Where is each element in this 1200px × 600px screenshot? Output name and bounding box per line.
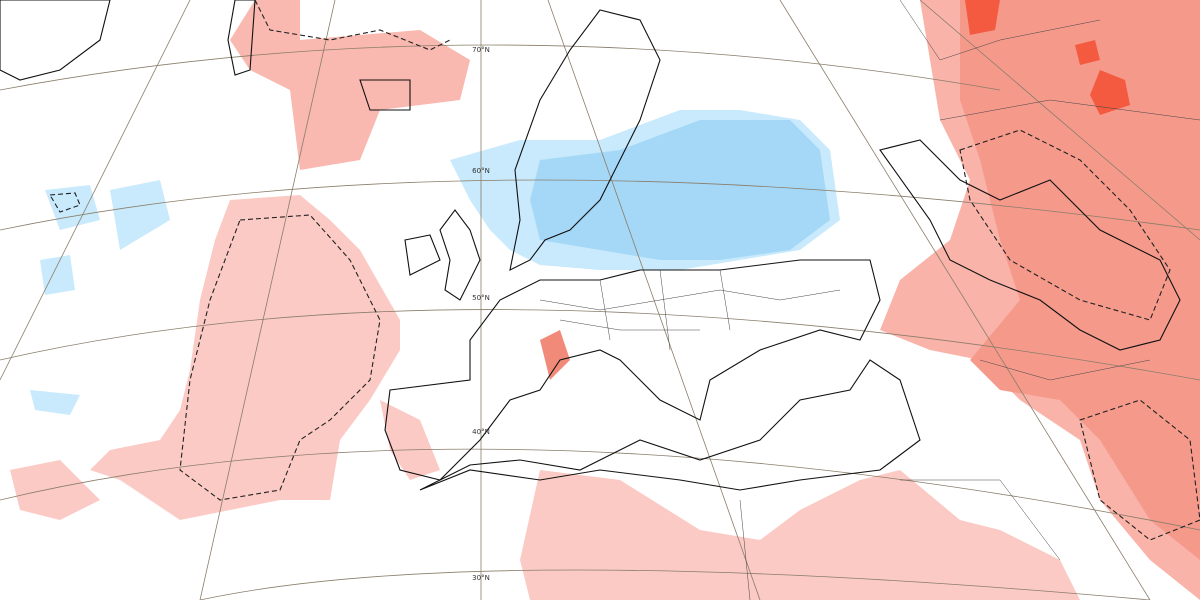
coastlines bbox=[0, 0, 1181, 491]
anomaly-area bbox=[960, 0, 1200, 560]
meridian bbox=[0, 0, 191, 381]
contour bbox=[959, 129, 1171, 321]
meridian bbox=[547, 0, 761, 600]
parallel bbox=[0, 448, 1200, 531]
latitude-label: 30°N bbox=[472, 574, 490, 582]
anomaly-area bbox=[530, 120, 830, 260]
anomaly-area bbox=[10, 460, 100, 520]
contours bbox=[49, 0, 1200, 541]
parallel bbox=[0, 179, 1200, 231]
parallel bbox=[0, 44, 1001, 91]
meridian bbox=[199, 0, 336, 600]
meridian bbox=[919, 0, 1200, 241]
latitude-labels: 70°N 60°N 50°N 40°N 30°N bbox=[472, 46, 490, 582]
anomaly-area bbox=[520, 470, 1080, 600]
anomaly-area bbox=[380, 400, 440, 480]
latitude-label: 40°N bbox=[472, 428, 490, 436]
contour bbox=[254, 0, 451, 51]
anomaly-area bbox=[30, 180, 170, 415]
latitude-label: 50°N bbox=[472, 294, 490, 302]
coastline bbox=[0, 0, 411, 111]
coastline bbox=[384, 259, 881, 481]
coastline bbox=[879, 139, 1181, 351]
coastline bbox=[509, 9, 661, 271]
contour bbox=[49, 192, 81, 213]
meridian bbox=[779, 0, 1151, 600]
borders bbox=[539, 0, 1200, 600]
parallel bbox=[0, 309, 1200, 381]
anomaly-area bbox=[90, 195, 400, 520]
anomaly-area bbox=[965, 0, 1130, 115]
border bbox=[539, 0, 1200, 600]
coastline bbox=[419, 359, 921, 491]
coastline bbox=[404, 209, 481, 301]
anomaly-area bbox=[540, 330, 570, 380]
latitude-label: 70°N bbox=[472, 46, 490, 54]
contour bbox=[179, 214, 381, 501]
negative-anomaly bbox=[30, 110, 840, 415]
parallel bbox=[199, 569, 1151, 600]
latitude-label: 60°N bbox=[472, 167, 490, 175]
